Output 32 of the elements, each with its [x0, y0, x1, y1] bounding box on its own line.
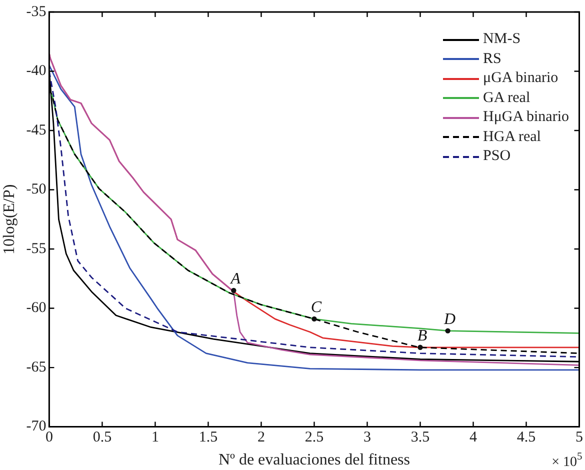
x-tick-label: 1.5	[198, 430, 218, 446]
legend-label: PSO	[483, 147, 511, 166]
x-tick-label: 2.5	[304, 430, 324, 446]
y-tick-label: -50	[26, 182, 46, 198]
legend-label: HμGA binario	[483, 108, 569, 127]
y-tick-label: -45	[26, 122, 46, 138]
x-tick-label: 0.5	[92, 430, 112, 446]
legend-label: RS	[483, 50, 502, 68]
y-tick-label: -65	[26, 359, 46, 376]
y-axis-title: 10log(E/P)	[0, 184, 18, 255]
x-tick-label: 0	[45, 430, 53, 446]
annotation: D	[443, 310, 456, 328]
x-axis-title: Nº de evaluaciones del fitness	[218, 452, 410, 469]
x-tick-label: 5	[576, 430, 583, 446]
y-tick-label: -60	[26, 300, 46, 316]
annotation: C	[310, 298, 322, 316]
x-tick-label: 2	[257, 430, 265, 446]
x-tick-label: 4.5	[516, 430, 536, 446]
x-tick-label: 4	[469, 430, 478, 446]
y-tick-label: -55	[26, 240, 46, 257]
y-tick-label: -40	[26, 63, 46, 80]
x-tick-label: 1	[151, 430, 159, 446]
legend-label: NM-S	[483, 30, 521, 49]
legend-label: GA real	[483, 88, 530, 108]
y-tick-label: -70	[26, 418, 46, 435]
annotation: B	[417, 327, 428, 344]
legend-label: HGA real	[483, 128, 541, 146]
x-tick-label: 3	[363, 430, 371, 446]
annotation: A	[230, 270, 241, 288]
legend-label: μGA binario	[483, 69, 558, 88]
y-tick-label: -35	[26, 4, 46, 20]
x-tick-label: 3.5	[410, 430, 430, 446]
